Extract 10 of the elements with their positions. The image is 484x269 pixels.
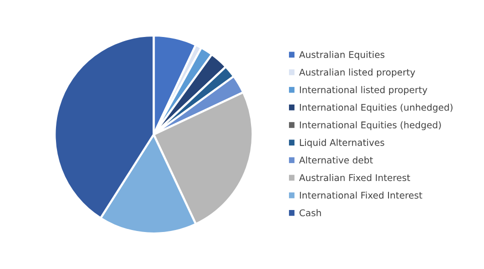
legend-label: Australian Fixed Interest bbox=[299, 174, 410, 182]
legend-label: Australian Equities bbox=[299, 50, 384, 60]
legend-label: International Fixed Interest bbox=[300, 192, 422, 199]
legend-label: Liquid Alternatives bbox=[300, 138, 384, 148]
legend-label: International Equities (hedged) bbox=[300, 121, 441, 130]
legend-label: Australian listed property bbox=[299, 68, 416, 78]
legend-label: Cash bbox=[300, 209, 321, 216]
legend-label: International listed property bbox=[300, 86, 428, 95]
legend-label: Alternative debt bbox=[299, 156, 373, 164]
legend-label: International Equities (unhedged) bbox=[300, 104, 452, 113]
